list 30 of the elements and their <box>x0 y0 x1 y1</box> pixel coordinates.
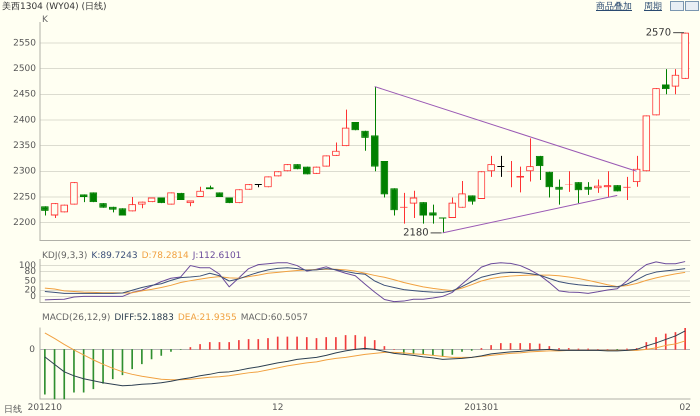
x-tick-label: 201210 <box>28 402 62 413</box>
y-tick-label: 2300 <box>13 166 36 177</box>
text: D:78.2814 <box>142 251 189 261</box>
text: DIFF:52.1883 <box>114 313 174 323</box>
text: DEA:21.9355 <box>178 313 237 323</box>
y-tick-label: 2400 <box>13 115 36 126</box>
y-tick-label: 2200 <box>13 218 36 228</box>
legend-title: KDJ(9,3,3) <box>42 251 88 261</box>
annotation: 2180 <box>403 227 429 238</box>
y-tick-label: 50 <box>24 276 36 286</box>
y-tick-label: 0 <box>30 292 36 302</box>
legend-title: MACD(26,12,9) <box>42 313 110 323</box>
x-tick-label: 12 <box>272 402 284 413</box>
chart-title: 美西1304 (WY04) (日线) <box>2 0 107 13</box>
series-label: MACD:60.5057 <box>240 313 308 323</box>
text: 日线 <box>4 404 22 416</box>
y-tick-label: 80 <box>24 267 36 278</box>
y-tick-label: 2250 <box>13 192 36 202</box>
y-axis-title: K <box>42 15 48 25</box>
x-tick-label: 201301 <box>464 402 499 413</box>
y-tick-label: 2500 <box>13 64 36 74</box>
series-label: J:112.6101 <box>192 251 242 261</box>
x-tick-label: 02 <box>679 402 691 413</box>
y-tick-label: 2550 <box>13 38 36 48</box>
annotation: 2570 <box>646 27 672 38</box>
y-tick-label: 2350 <box>13 140 36 151</box>
text: 商品叠加 <box>596 0 632 13</box>
text: 周期 <box>644 0 662 13</box>
text: K:89.7243 <box>91 251 138 261</box>
y-tick-label: 2450 <box>13 90 36 100</box>
